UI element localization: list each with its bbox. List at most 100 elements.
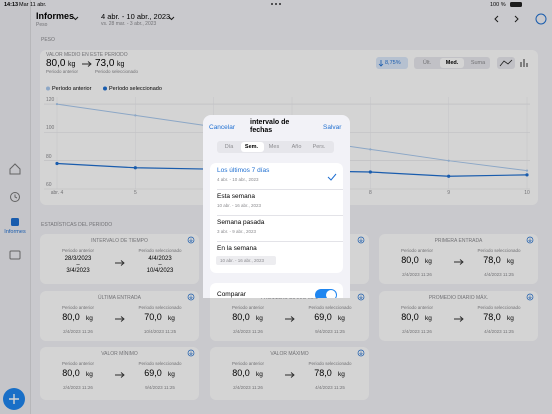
compare-label: Comparar [217,291,246,298]
dot [279,3,281,5]
info-icon [526,293,534,301]
dot [271,3,273,5]
unit: kg [168,315,175,322]
selected-label: Periodo seleccionado [308,361,352,366]
unit: kg [256,315,263,322]
mode-option[interactable]: Suma [470,60,486,66]
sidebar-label[interactable]: Informes [4,229,26,235]
y-tick-label: 80 [46,153,52,160]
segment[interactable]: Año [291,144,302,150]
stat-card [379,291,538,341]
selected-value: 78,0 [483,312,501,322]
option-detail: 10 abr. - 16 abr., 2023 [217,203,262,208]
unit: kg [68,61,76,68]
selected-label: Periodo seleccionado [477,305,521,310]
option-label[interactable]: Semana pasada [217,219,265,226]
history-icon[interactable] [10,192,20,202]
selected-date: 9/4/2023 11:25 [315,329,345,334]
unit: kg [425,315,432,322]
selected-date: 9/4/2023 11:25 [145,385,175,390]
mode-option[interactable]: Últ. [422,60,432,66]
selected-label: Periodo seleccionado [95,69,139,74]
line-chart-button[interactable] [497,57,515,69]
info-arrow [189,238,193,242]
segment[interactable]: Pers. [312,144,326,150]
data-point [55,102,59,106]
page-title[interactable]: Informes [36,11,75,21]
x-tick-label: 5 [133,190,137,196]
home-icon[interactable] [9,163,21,175]
selected-value: 70,0 [144,312,162,322]
selected-label: Periodo seleccionado [138,248,182,253]
more-button[interactable] [535,13,547,25]
data-point [55,161,59,166]
x-tick-label: 10 [524,190,530,196]
legend-dot [46,86,50,91]
segment[interactable]: Día [224,144,234,150]
data-point [368,170,372,174]
data-point [447,159,450,162]
segment[interactable]: Sem. [244,144,259,150]
date-chip[interactable] [216,256,276,265]
cancel-button[interactable]: Cancelar [209,124,236,131]
unit: kg [256,371,263,378]
info-icon [526,236,534,244]
title-chevron[interactable] [72,16,79,21]
down-arrow [378,60,384,67]
data-point [447,174,451,178]
info-arrow [528,295,532,299]
arrow-icon [115,260,125,266]
next-arrow[interactable] [514,15,519,23]
data-point [134,114,137,117]
date-range[interactable]: 4 abr. - 10 abr., 2023 [101,12,171,21]
info-icon [357,293,365,301]
selected-value: 69,0 [314,312,332,322]
option-label[interactable]: En la semana [217,245,257,252]
section-label: ESTADÍSTICAS DEL PERIODO [41,222,113,228]
selected-end: 10/4/2023 [146,268,174,274]
compare-row [210,283,343,298]
legend-dot [103,86,107,91]
mode-selected[interactable] [440,58,464,68]
card-title: ÚLTIMA ENTRADA [98,295,141,301]
option-detail: 4 abr. - 10 abr., 2023 [217,177,259,182]
selected-label: Periodo seleccionado [138,361,182,366]
dot [275,3,277,5]
legend-label: Período seleccionado [109,86,162,92]
info-icon [357,349,365,357]
unit: kg [507,315,514,322]
previous-value: 80,0 [401,312,419,322]
photos-icon[interactable] [9,250,21,260]
info-arrow [359,238,363,242]
arrow-icon [454,316,464,322]
arrow-icon [115,372,125,378]
x-tick-label: 8 [368,190,372,196]
modal-icons [315,173,337,298]
selected-label: Periodo seleccionado [138,305,182,310]
previous-date: 2/4/2023 11:26 [63,385,93,390]
line-icon [499,59,513,67]
x-tick-label: abr. 4 [50,190,64,196]
unit: kg [507,258,514,265]
option-detail: 10 abr. - 16 abr., 2023 [220,258,265,263]
info-icon [357,236,365,244]
prev-arrow[interactable] [494,15,499,23]
selected-value: 78,0 [483,255,501,265]
segment[interactable]: Mes [268,144,280,150]
previous-date: 2/4/2023 11:26 [233,329,263,334]
unit: kg [338,315,345,322]
save-button[interactable]: Salvar [323,124,342,131]
arrow-icon [285,372,295,378]
summary-label: VALOR MEDIO EN ESTE PERIODO [46,52,128,58]
card-title: PROMEDIO DIARIO MÁX. [428,295,489,301]
date-chevron[interactable] [168,16,175,21]
previous-label: Periodo anterior [61,248,95,253]
segment-selected[interactable] [241,142,264,152]
x-tick-label: 9 [447,190,451,196]
reports-icon[interactable] [11,218,19,226]
bar-icon[interactable] [520,59,528,67]
mode-option[interactable]: Med. [445,60,459,66]
option-label[interactable]: Los últimos 7 días [217,167,270,174]
option-label[interactable]: Esta semana [217,193,255,200]
add-plus [9,394,19,404]
